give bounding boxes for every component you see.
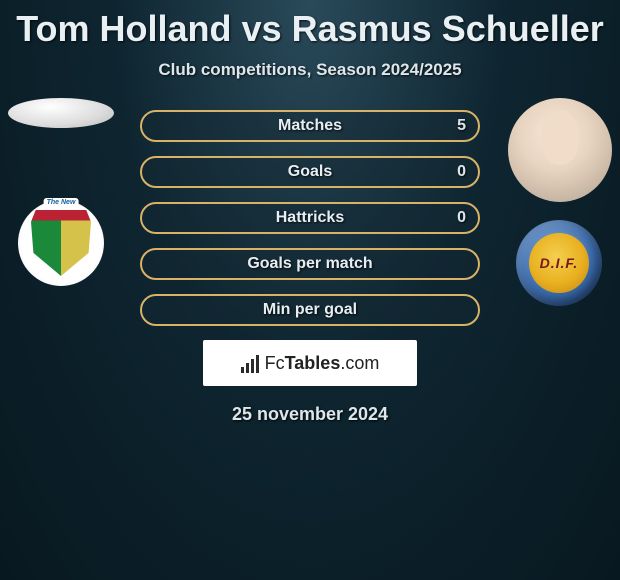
title-player1: Tom Holland — [16, 8, 231, 49]
stat-label: Goals — [288, 163, 332, 181]
player2-club-badge: D.I.F. — [516, 220, 602, 306]
page-title: Tom Holland vs Rasmus Schueller — [0, 0, 620, 50]
shield-icon — [31, 210, 91, 276]
brand-bold: Tables — [285, 353, 341, 373]
brand-prefix: Fc — [265, 353, 285, 373]
stat-value-right: 0 — [457, 209, 466, 227]
stat-label: Min per goal — [263, 301, 357, 319]
stat-row: Matches 5 — [140, 110, 480, 142]
stat-label: Goals per match — [247, 255, 372, 273]
player1-avatar — [8, 98, 114, 128]
brand-suffix: .com — [340, 353, 379, 373]
stat-label: Hattricks — [276, 209, 344, 227]
stat-row: Goals 0 — [140, 156, 480, 188]
stat-row: Min per goal — [140, 294, 480, 326]
date-text: 25 november 2024 — [0, 404, 620, 425]
stat-row: Hattricks 0 — [140, 202, 480, 234]
title-player2: Rasmus Schueller — [292, 8, 604, 49]
subtitle: Club competitions, Season 2024/2025 — [0, 60, 620, 80]
bar-chart-icon — [241, 353, 259, 373]
stat-label: Matches — [278, 117, 342, 135]
club2-initials: D.I.F. — [529, 233, 589, 293]
player1-club-badge: The New — [18, 200, 104, 286]
brand-box: FcTables.com — [203, 340, 417, 386]
stat-value-right: 0 — [457, 163, 466, 181]
brand-text: FcTables.com — [265, 353, 380, 374]
comparison-panel: The New D.I.F. Matches5Goals0Hattricks0G… — [0, 110, 620, 425]
stat-row: Goals per match — [140, 248, 480, 280]
player2-avatar — [508, 98, 612, 202]
stat-value-right: 5 — [457, 117, 466, 135]
club1-ribbon: The New — [44, 198, 79, 207]
title-vs: vs — [242, 8, 282, 49]
